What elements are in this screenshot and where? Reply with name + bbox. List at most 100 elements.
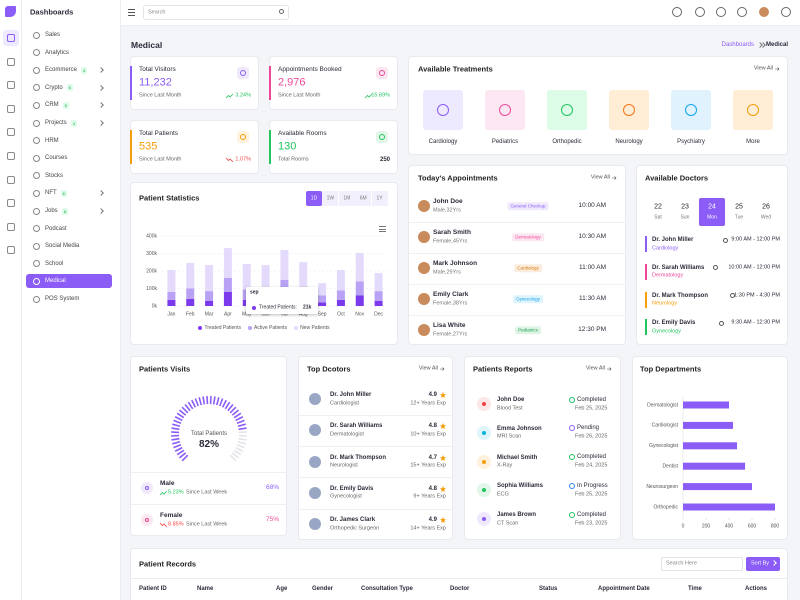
topbar-icon[interactable] xyxy=(716,7,726,17)
records-search[interactable] xyxy=(661,557,743,571)
clock-icon xyxy=(730,293,735,299)
status-icon xyxy=(569,454,575,461)
rail-icon[interactable] xyxy=(7,57,15,66)
treatment-label: Neurology xyxy=(615,139,643,145)
report-status: Pending xyxy=(577,425,600,432)
sidebar-item[interactable]: Analytics xyxy=(26,46,112,60)
period-button[interactable] xyxy=(338,191,355,206)
period-button[interactable] xyxy=(322,191,339,206)
treatment-label: Psychiatry xyxy=(677,139,705,145)
chart-menu-bar[interactable] xyxy=(379,228,386,230)
topbar-icon[interactable] xyxy=(781,7,791,17)
sidebar-item[interactable]: Crypto 6 xyxy=(26,81,112,95)
card-title: Patients Visits xyxy=(139,364,191,374)
card xyxy=(408,165,626,345)
day-button[interactable] xyxy=(753,198,779,226)
stat-change: 15.69% xyxy=(371,92,390,99)
breadcrumb-item[interactable]: Dashboards xyxy=(721,42,754,48)
item-label: Social Media xyxy=(45,243,80,250)
day-button[interactable] xyxy=(672,198,698,226)
menu-bar[interactable] xyxy=(128,9,135,10)
chart-menu-bar[interactable] xyxy=(379,231,386,232)
treatment-icon xyxy=(499,104,511,116)
search-placeholder: Search xyxy=(148,8,166,15)
sidebar-item[interactable]: HRM xyxy=(26,134,112,148)
trend-line xyxy=(225,93,234,99)
view-all-link[interactable]: View All xyxy=(753,65,773,72)
topbar-icon[interactable] xyxy=(759,7,769,17)
rail-icon[interactable] xyxy=(7,128,15,137)
item-label: Ecommerce xyxy=(45,67,78,74)
rail-icon[interactable] xyxy=(7,104,15,113)
row-divider xyxy=(409,283,625,285)
view-all-link[interactable]: View All xyxy=(590,174,610,181)
day-button[interactable] xyxy=(726,198,752,226)
x-tick-label: Dec xyxy=(374,311,383,317)
sidebar-item[interactable]: POS System xyxy=(26,292,112,306)
rail-icon[interactable] xyxy=(7,175,15,184)
patient-name: Mark Johnson xyxy=(433,259,478,267)
chart-menu-bar[interactable] xyxy=(379,226,386,227)
doctor-name: Dr. Sarah Williams xyxy=(330,423,383,430)
report-name: Sophia Williams xyxy=(497,483,543,490)
arrow xyxy=(775,67,780,71)
group-label: Male xyxy=(160,479,175,487)
view-all-link[interactable]: View All xyxy=(585,365,605,372)
x-tick-label: Mar xyxy=(205,311,214,317)
day-date: 23 xyxy=(681,203,689,211)
search-box[interactable] xyxy=(143,5,289,20)
day-date: 24 xyxy=(708,203,716,211)
day-button[interactable] xyxy=(699,198,725,226)
rail-icon[interactable] xyxy=(7,199,15,208)
y-tick-label: 0k xyxy=(152,303,158,309)
item-icon xyxy=(33,119,40,127)
doctor-dept: Dermatologist xyxy=(330,431,364,438)
day-button[interactable] xyxy=(645,198,671,226)
period-button[interactable] xyxy=(371,191,388,206)
topbar-icon[interactable] xyxy=(672,7,682,17)
menu-bar[interactable] xyxy=(128,15,135,16)
sidebar-item[interactable]: Sales xyxy=(26,28,112,42)
view-all-link[interactable]: View All xyxy=(418,365,438,372)
stat-label: Total Patients xyxy=(139,129,179,137)
arrow-icon xyxy=(440,367,445,371)
period-button[interactable] xyxy=(306,191,322,206)
sidebar-item[interactable]: School xyxy=(26,257,112,271)
doctor-time: 9:30 AM - 12:30 PM xyxy=(731,319,780,326)
star-icon xyxy=(440,485,446,492)
rail-icon[interactable] xyxy=(7,222,15,231)
topbar-icon[interactable] xyxy=(737,7,747,17)
rail-icon[interactable] xyxy=(7,34,15,42)
sidebar-item[interactable]: Stocks xyxy=(26,169,112,183)
topbar-icon[interactable] xyxy=(695,7,705,17)
card xyxy=(130,120,259,174)
sidebar-item[interactable]: Social Media xyxy=(26,239,112,253)
rail-icon[interactable] xyxy=(7,246,15,255)
sidebar-item[interactable]: CRM 5 xyxy=(26,98,112,112)
item-label: Sales xyxy=(45,32,61,38)
sidebar-item[interactable]: Courses xyxy=(26,151,112,165)
sidebar-item[interactable]: NFT 6 xyxy=(26,186,112,200)
legend: Treated Patients Active Patients New Patie… xyxy=(130,325,398,331)
sidebar-item[interactable]: Medical xyxy=(26,274,112,289)
group-caption: Since Last Week xyxy=(186,521,228,528)
sidebar-item[interactable]: Ecommerce 4 xyxy=(26,63,112,77)
sidebar-item[interactable]: Podcast xyxy=(26,222,112,236)
trend-icon xyxy=(225,157,234,163)
trend-icon xyxy=(159,490,168,496)
report-date: Feb 23, 2025 xyxy=(575,519,608,526)
period-button[interactable] xyxy=(355,191,372,206)
doctor-rating: 4.8 xyxy=(428,485,437,492)
sort-button[interactable] xyxy=(746,557,780,571)
sidebar-item[interactable]: Jobs 8 xyxy=(26,204,112,218)
rail-icon[interactable] xyxy=(7,81,15,90)
bar-segment xyxy=(186,299,195,306)
menu-bar[interactable] xyxy=(128,12,135,13)
report-date: Feb 24, 2025 xyxy=(575,462,608,469)
rail-icon[interactable] xyxy=(7,152,15,160)
report-icon-glyph xyxy=(482,488,486,493)
patient-statistics-chart: 0k 100k 200k 300k 400k Jan Feb Mar Apr May Jun Jul A… xyxy=(146,233,388,317)
group-caption: Since Last Week xyxy=(186,489,228,496)
sidebar-item[interactable]: Projects 4 xyxy=(26,116,112,130)
arrow xyxy=(440,367,445,371)
